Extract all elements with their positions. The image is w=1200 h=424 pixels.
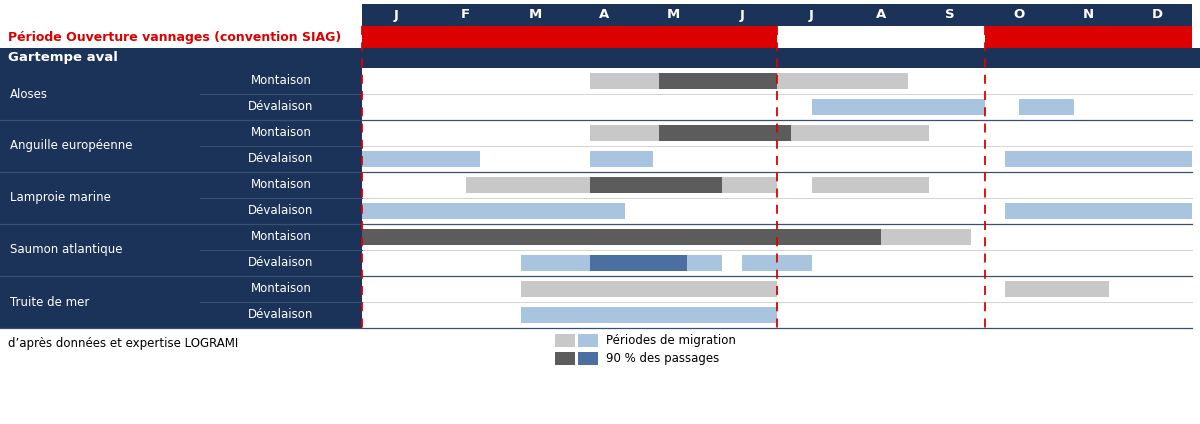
Bar [1006, 281, 1109, 297]
Text: Dévalaison: Dévalaison [248, 100, 313, 114]
Text: O: O [1014, 8, 1025, 22]
Text: Montaison: Montaison [251, 231, 312, 243]
Bar [660, 125, 791, 141]
Text: Truite de mer: Truite de mer [10, 296, 89, 309]
Bar [0, 172, 200, 224]
Bar [811, 73, 908, 89]
Bar [590, 125, 846, 141]
Text: Dévalaison: Dévalaison [248, 204, 313, 218]
Bar [200, 198, 362, 224]
Bar [521, 281, 778, 297]
Bar [1019, 99, 1074, 115]
Bar [554, 352, 575, 365]
Bar [362, 94, 1192, 120]
Bar [200, 68, 362, 94]
Bar [590, 177, 721, 193]
Bar [0, 48, 1200, 68]
Bar [200, 302, 362, 328]
Text: J: J [809, 8, 814, 22]
Bar [521, 255, 721, 271]
Text: M: M [528, 8, 541, 22]
Text: Période Ouverture vannages (convention SIAG): Période Ouverture vannages (convention S… [8, 31, 341, 44]
Bar [811, 99, 984, 115]
Text: N: N [1082, 8, 1094, 22]
Bar [200, 172, 362, 198]
Bar [578, 352, 598, 365]
Bar [590, 255, 688, 271]
Bar [984, 26, 1192, 48]
Text: S: S [946, 8, 955, 22]
Bar [362, 26, 778, 48]
Bar [200, 94, 362, 120]
Bar [200, 224, 362, 250]
Text: 90 % des passages: 90 % des passages [606, 352, 719, 365]
Text: Dévalaison: Dévalaison [248, 309, 313, 321]
Bar [881, 229, 971, 245]
Bar [521, 307, 778, 323]
Bar [743, 255, 811, 271]
Bar [590, 151, 653, 167]
Bar [362, 229, 901, 245]
Bar [1006, 203, 1192, 219]
Text: Périodes de migration: Périodes de migration [606, 334, 736, 347]
Bar [362, 146, 1192, 172]
Bar [362, 172, 1192, 198]
Text: A: A [599, 8, 610, 22]
Bar [660, 73, 778, 89]
Bar [362, 198, 1192, 224]
Bar [0, 68, 200, 120]
Text: Montaison: Montaison [251, 126, 312, 139]
Text: Montaison: Montaison [251, 75, 312, 87]
Bar [200, 120, 362, 146]
Text: Gartempe aval: Gartempe aval [8, 51, 118, 64]
Bar [200, 146, 362, 172]
Bar [0, 224, 200, 276]
Bar [811, 125, 929, 141]
Text: Montaison: Montaison [251, 282, 312, 296]
Text: Lamproie marine: Lamproie marine [10, 192, 110, 204]
Bar [554, 334, 575, 347]
Bar [200, 276, 362, 302]
Bar [362, 68, 1192, 94]
Bar [362, 4, 1192, 26]
Text: J: J [740, 8, 745, 22]
Bar [0, 26, 362, 48]
Text: M: M [667, 8, 680, 22]
Text: Montaison: Montaison [251, 179, 312, 192]
Text: Aloses: Aloses [10, 87, 48, 100]
Bar [362, 276, 1192, 302]
Bar [362, 203, 625, 219]
Bar [466, 177, 778, 193]
Bar [362, 224, 1192, 250]
Bar [200, 250, 362, 276]
Bar [362, 250, 1192, 276]
Text: J: J [394, 8, 400, 22]
Bar [362, 302, 1192, 328]
Bar [362, 120, 1192, 146]
Bar [590, 73, 811, 89]
Bar [811, 177, 929, 193]
Text: D: D [1152, 8, 1163, 22]
Text: A: A [876, 8, 886, 22]
Text: Dévalaison: Dévalaison [248, 257, 313, 270]
Text: Anguille européenne: Anguille européenne [10, 139, 132, 153]
Text: Saumon atlantique: Saumon atlantique [10, 243, 122, 257]
Bar [1006, 151, 1192, 167]
Text: d’après données et expertise LOGRAMI: d’après données et expertise LOGRAMI [8, 337, 239, 349]
Bar [362, 151, 480, 167]
Text: F: F [461, 8, 470, 22]
Bar [0, 276, 200, 328]
Text: Dévalaison: Dévalaison [248, 153, 313, 165]
Bar [578, 334, 598, 347]
Bar [0, 120, 200, 172]
